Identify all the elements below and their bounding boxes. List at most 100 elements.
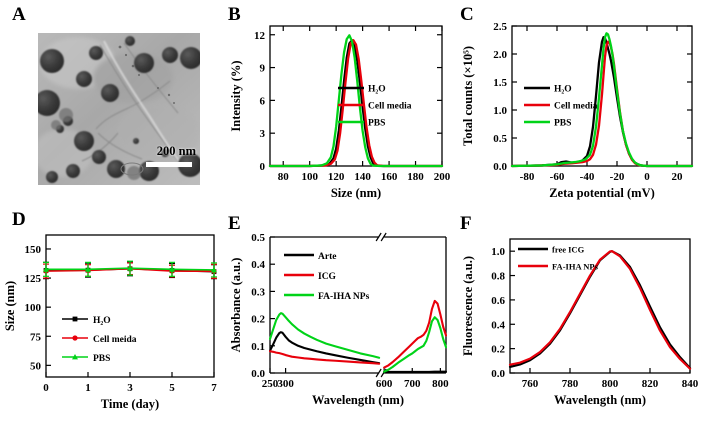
svg-text:9: 9 [260,63,266,75]
panel-b: B 80 100 120 140 160 180 200 0 3 6 9 12 Size (nm) Int… [226,0,458,205]
tem-micrograph: 200 nm [38,33,200,185]
svg-text:100: 100 [25,302,42,314]
svg-text:0.5: 0.5 [251,232,265,244]
chart-b-dls-size: 80 100 120 140 160 180 200 0 3 6 9 12 Size (nm) Inten… [229,25,451,200]
panel-f: F 760 780 800 820 840 0.0 0.2 0.4 0.6 0.8 1.0 Wavel… [456,205,709,421]
svg-text:H₂O: H₂O [93,316,111,326]
svg-text:Cell meida: Cell meida [93,335,137,345]
svg-text:free ICG: free ICG [552,245,585,255]
svg-text:0.0: 0.0 [491,368,505,380]
svg-text:1.5: 1.5 [493,77,507,89]
svg-text:Total counts (×10⁵): Total counts (×10⁵) [461,46,475,146]
svg-text:1.0: 1.0 [491,246,505,258]
svg-text:H₂O: H₂O [554,85,572,95]
svg-text:0.3: 0.3 [251,286,265,298]
svg-text:150: 150 [25,244,42,256]
svg-text:0: 0 [43,382,49,394]
svg-text:-80: -80 [520,171,535,183]
svg-text:160: 160 [381,171,398,183]
svg-text:ICG: ICG [318,272,337,282]
svg-text:0.2: 0.2 [491,344,505,356]
chart-e-absorbance: 250 300 600 700 800 0.0 0.1 0.2 0.3 0.4 0.5 Wavelen… [229,232,449,407]
svg-text:Arte: Arte [318,252,336,262]
svg-text:Wavelength (nm): Wavelength (nm) [554,393,646,407]
svg-text:H₂O: H₂O [368,85,386,95]
svg-text:75: 75 [30,331,42,343]
svg-text:7: 7 [211,382,217,394]
svg-text:0.6: 0.6 [491,295,505,307]
chart-f-fluorescence: 760 780 800 820 840 0.0 0.2 0.4 0.6 0.8 1.0 Wavelen… [461,238,699,407]
svg-text:Wavelength (nm): Wavelength (nm) [312,393,404,407]
panel-c-label: C [460,4,474,25]
svg-text:140: 140 [354,171,371,183]
svg-text:20: 20 [672,171,684,183]
scalebar-label: 200 nm [156,144,196,158]
svg-text:0.1: 0.1 [251,341,265,353]
svg-text:0: 0 [260,161,266,173]
svg-text:Cell media: Cell media [554,102,598,112]
panel-e-label: E [228,213,241,234]
svg-text:600: 600 [376,378,393,390]
svg-text:Time (day): Time (day) [101,397,159,411]
scalebar-line [146,162,192,167]
svg-text:1.0: 1.0 [493,105,507,117]
svg-text:100: 100 [301,171,318,183]
tem-image-svg [38,33,200,185]
svg-text:300: 300 [277,378,294,390]
svg-text:Size (nm): Size (nm) [331,186,381,200]
panel-a: A [0,0,236,205]
svg-text:12: 12 [254,30,266,42]
svg-text:0.8: 0.8 [491,271,505,283]
svg-text:3: 3 [127,382,133,394]
svg-text:Cell media: Cell media [368,102,412,112]
svg-text:800: 800 [602,378,619,390]
svg-text:PBS: PBS [368,119,385,129]
svg-text:800: 800 [432,378,449,390]
svg-text:-40: -40 [580,171,595,183]
svg-text:0.4: 0.4 [491,319,505,331]
svg-text:0.2: 0.2 [251,314,265,326]
svg-text:125: 125 [25,273,42,285]
panel-c: C -80 -60 -40 -20 0 20 0.0 0.5 1.0 1.5 2.0 2.5 Zeta … [456,0,709,205]
svg-text:50: 50 [30,360,42,372]
svg-text:Intensity (%): Intensity (%) [229,60,243,131]
svg-text:180: 180 [407,171,424,183]
svg-text:-20: -20 [610,171,625,183]
svg-text:5: 5 [169,382,175,394]
svg-text:780: 780 [562,378,579,390]
svg-text:0.0: 0.0 [251,368,265,380]
svg-text:3: 3 [260,128,266,140]
svg-text:Fluorescence (a.u.): Fluorescence (a.u.) [461,256,475,356]
svg-text:Absorbance (a.u.): Absorbance (a.u.) [229,258,243,353]
svg-text:FA-IHA NPs: FA-IHA NPs [552,262,599,272]
svg-text:0: 0 [644,171,650,183]
svg-text:0.5: 0.5 [493,133,507,145]
svg-text:200: 200 [434,171,451,183]
chart-d-stability: 0 1 3 5 7 50 75 100 125 150 Time (day) Size (nm) H₂O… [3,234,217,411]
svg-text:FA-IHA NPs: FA-IHA NPs [318,292,370,302]
panel-b-label: B [228,4,241,25]
svg-text:PBS: PBS [554,119,571,129]
svg-text:250: 250 [262,378,279,390]
svg-text:2.5: 2.5 [493,21,507,33]
svg-text:840: 840 [682,378,699,390]
svg-text:2.0: 2.0 [493,49,507,61]
svg-text:760: 760 [522,378,539,390]
svg-text:Size (nm): Size (nm) [3,281,17,331]
svg-text:0.4: 0.4 [251,259,265,271]
panel-f-label: F [460,213,472,234]
panel-d: D 0 1 3 5 7 50 75 100 125 150 Time (day) Size (nm) H… [0,205,236,421]
svg-text:700: 700 [404,378,421,390]
svg-text:6: 6 [260,95,266,107]
panel-d-label: D [12,209,26,230]
svg-text:1: 1 [85,382,91,394]
panel-e: E 250 300 600 700 800 0.0 0.1 0.2 0.3 0.4 0.5 Wavel… [226,205,458,421]
panel-a-label: A [12,4,26,25]
svg-text:-60: -60 [550,171,565,183]
chart-c-zeta-potential: -80 -60 -40 -20 0 20 0.0 0.5 1.0 1.5 2.0 2.5 Zeta po… [461,21,694,200]
svg-text:80: 80 [278,171,290,183]
svg-text:120: 120 [328,171,345,183]
svg-text:0.0: 0.0 [493,161,507,173]
svg-text:PBS: PBS [93,354,110,364]
